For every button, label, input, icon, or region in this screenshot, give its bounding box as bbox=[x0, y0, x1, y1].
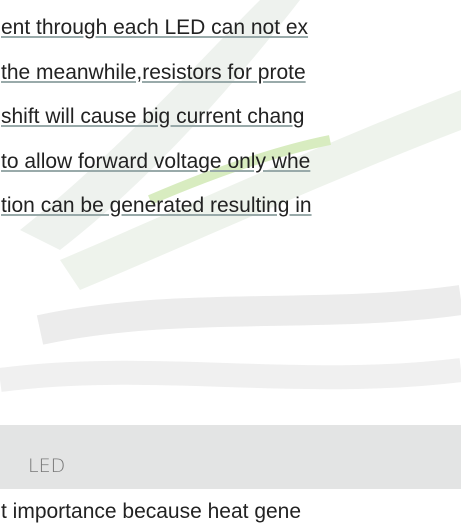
watermark-stroke bbox=[0, 370, 461, 380]
text: the meanwhile,resistors for prote bbox=[1, 61, 306, 84]
text: to allow forward voltage only whe bbox=[1, 150, 310, 173]
text-line: the meanwhile,resistors for prote bbox=[1, 61, 306, 85]
section-heading: LED bbox=[28, 455, 65, 477]
text: tion can be generated resulting in bbox=[1, 194, 312, 217]
text-line: shift will cause big current chang bbox=[1, 105, 305, 129]
section-bar bbox=[0, 425, 461, 489]
text-line: ent through each LED can not ex bbox=[1, 16, 308, 40]
text-line: t importance because heat gene bbox=[1, 500, 301, 524]
text: shift will cause big current chang bbox=[1, 105, 305, 128]
page: ent through each LED can not ex the meanw… bbox=[0, 0, 461, 523]
watermark-stroke bbox=[40, 300, 461, 330]
text-line: tion can be generated resulting in bbox=[1, 194, 312, 218]
text-line: to allow forward voltage only whe bbox=[1, 150, 310, 174]
text: ent through each LED can not ex bbox=[1, 16, 308, 39]
